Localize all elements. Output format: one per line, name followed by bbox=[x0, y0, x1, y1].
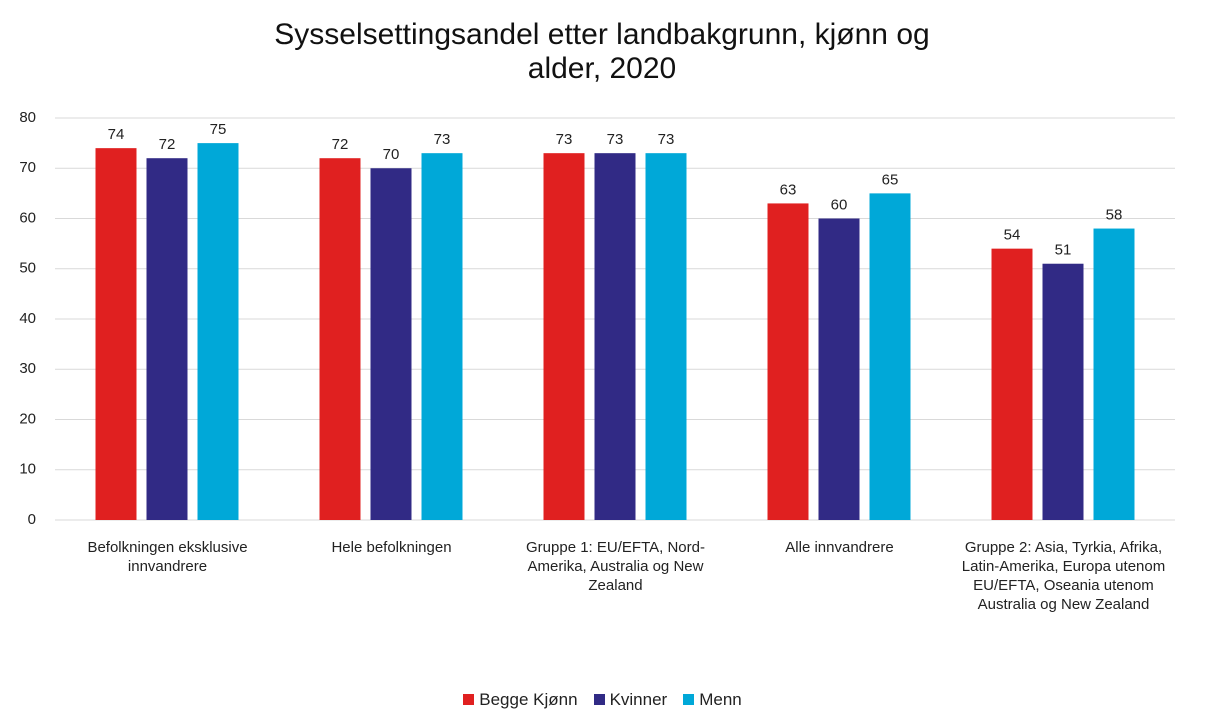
value-label: 73 bbox=[658, 131, 675, 148]
y-tick-label: 30 bbox=[19, 360, 36, 377]
bar bbox=[370, 168, 412, 520]
value-label: 51 bbox=[1055, 242, 1072, 259]
bar bbox=[319, 158, 361, 520]
legend: Begge Kjønn Kvinner Menn bbox=[0, 690, 1205, 710]
legend-item: Menn bbox=[683, 690, 742, 710]
y-tick-label: 40 bbox=[19, 310, 36, 327]
bar bbox=[197, 143, 239, 520]
y-tick-label: 80 bbox=[19, 109, 36, 126]
legend-label: Begge Kjønn bbox=[479, 690, 578, 709]
y-tick-label: 10 bbox=[19, 461, 36, 478]
bar bbox=[1093, 228, 1135, 521]
value-label: 54 bbox=[1004, 227, 1021, 244]
bar bbox=[767, 203, 809, 521]
legend-item: Begge Kjønn bbox=[463, 690, 578, 710]
value-label: 73 bbox=[556, 131, 573, 148]
bar bbox=[818, 218, 860, 520]
bar bbox=[594, 153, 636, 521]
legend-swatch bbox=[683, 694, 695, 705]
bar bbox=[543, 153, 585, 521]
x-tick-label: Alle innvandrere bbox=[785, 539, 894, 556]
value-label: 58 bbox=[1106, 207, 1123, 224]
y-tick-label: 60 bbox=[19, 209, 36, 226]
y-tick-label: 70 bbox=[19, 159, 36, 176]
x-tick-label: Gruppe 1: EU/EFTA, Nord-Amerika, Austral… bbox=[526, 539, 705, 594]
bar bbox=[991, 248, 1033, 520]
x-tick-label: Befolkningen eksklusive innvandrere bbox=[87, 539, 248, 575]
value-label: 75 bbox=[210, 121, 227, 138]
value-label: 60 bbox=[831, 196, 848, 213]
value-label: 74 bbox=[108, 126, 125, 143]
x-tick-label: Hele befolkningen bbox=[331, 539, 452, 556]
legend-swatch bbox=[463, 694, 475, 705]
legend-label: Kvinner bbox=[609, 690, 668, 709]
legend-item: Kvinner bbox=[593, 690, 668, 710]
value-label: 70 bbox=[383, 146, 400, 163]
chart-title: Sysselsettingsandel etter landbakgrunn, … bbox=[274, 18, 930, 85]
bar bbox=[645, 153, 687, 521]
value-label: 73 bbox=[434, 131, 451, 148]
legend-swatch bbox=[593, 694, 605, 705]
bar bbox=[869, 193, 911, 520]
legend-label: Menn bbox=[699, 690, 742, 709]
x-tick-label: Gruppe 2: Asia, Tyrkia, Afrika, Latin-Am… bbox=[961, 539, 1166, 613]
value-label: 72 bbox=[159, 136, 176, 153]
y-tick-label: 50 bbox=[19, 260, 36, 277]
bar bbox=[95, 148, 137, 520]
y-tick-label: 20 bbox=[19, 410, 36, 427]
value-label: 72 bbox=[332, 136, 349, 153]
bar bbox=[146, 158, 188, 520]
value-label: 65 bbox=[882, 171, 899, 188]
bar bbox=[1042, 263, 1084, 520]
value-label: 63 bbox=[780, 181, 797, 198]
bar bbox=[421, 153, 463, 521]
y-tick-label: 0 bbox=[28, 511, 36, 528]
value-label: 73 bbox=[607, 131, 624, 148]
